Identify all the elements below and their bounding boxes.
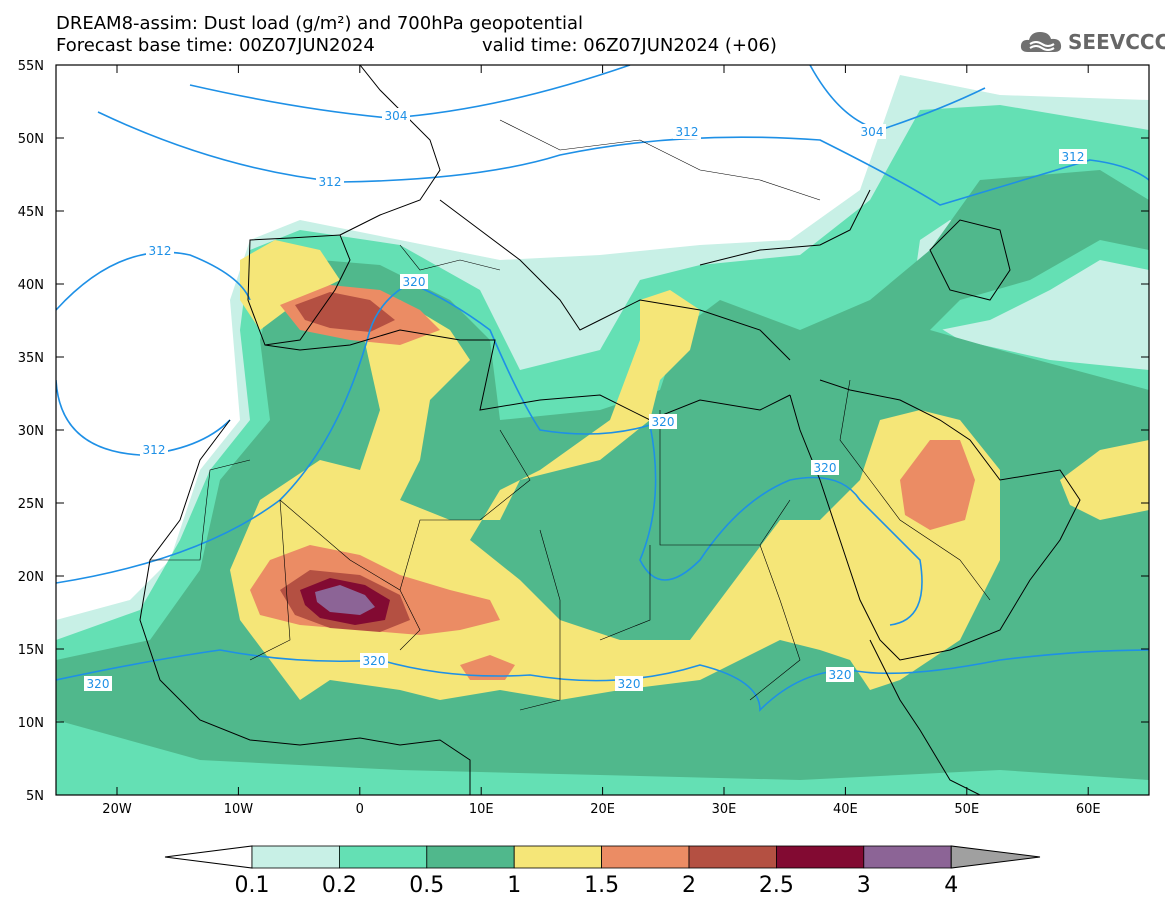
colorbar-swatch: [251, 845, 340, 869]
coastlines: [139, 65, 1081, 795]
map-title: DREAM8-assim: Dust load (g/m²) and 700hP…: [56, 13, 583, 34]
coastline: [789, 379, 1081, 661]
lat-tick-label: 30N: [18, 424, 44, 439]
dust-level-3: [315, 585, 375, 615]
coastline: [929, 219, 1011, 301]
lat-tick-label: 35N: [18, 351, 44, 366]
border: [659, 410, 791, 546]
lat-tick-label: 45N: [18, 205, 44, 220]
contour-label: 320: [363, 654, 386, 668]
colorbar-swatch: [338, 845, 428, 869]
colorbar: 0.1 0.2 0.5 1 1.5 2 2.5 3 4: [164, 845, 1041, 898]
colorbar-swatch: [426, 845, 515, 869]
dust-level-1.5-lake: [460, 655, 515, 680]
contour-labels: 312 312 304 312 312 312 320 320 320 320 …: [84, 108, 1087, 691]
border: [279, 429, 531, 591]
colorbar-tick-label: 1.5: [584, 873, 619, 898]
coastline: [264, 329, 791, 421]
coastline: [869, 639, 981, 795]
colorbar-tick-label: 1: [507, 873, 521, 898]
contour-line: [56, 379, 231, 456]
border: [839, 379, 991, 601]
borders: [150, 119, 991, 711]
colorbar-swatch: [601, 845, 690, 869]
base-time: Forecast base time: 00Z07JUN2024: [56, 35, 375, 56]
colorbar-tick-label: 3: [857, 873, 871, 898]
lat-tick-label: 50N: [18, 132, 44, 147]
lon-tick-label: 30E: [712, 802, 737, 817]
map-area: 312 312 304 312 312 312 320 320 320 320 …: [56, 65, 1149, 795]
contour-label: 320: [829, 668, 852, 682]
contour-label: 320: [652, 415, 675, 429]
border: [599, 545, 651, 641]
logo-text: SEEVCCC: [1068, 30, 1165, 54]
contour-label: 304: [861, 125, 884, 139]
border: [749, 544, 801, 701]
lat-tick-label: 15N: [18, 643, 44, 658]
border: [519, 529, 561, 711]
colorbar-tick-label: 2.5: [759, 873, 794, 898]
dust-level-2-maghreb: [295, 292, 395, 332]
contour-label: 320: [814, 461, 837, 475]
contour-line: [56, 282, 923, 626]
contour-line: [56, 251, 251, 311]
border: [399, 589, 421, 651]
lon-tick-label: 50E: [954, 802, 979, 817]
lat-tick-label: 40N: [18, 278, 44, 293]
colorbar-swatch: [863, 845, 952, 869]
colorbar-tick-label: 0.5: [409, 873, 444, 898]
contour-label: 304: [385, 109, 408, 123]
lat-tick-label: 20N: [18, 570, 44, 585]
border: [399, 244, 501, 271]
seevccc-logo: SEEVCCC: [1018, 24, 1165, 58]
lon-tick-label: 0: [356, 802, 364, 817]
colorbar-tick-label: 4: [944, 873, 958, 898]
border: [150, 459, 251, 561]
dust-level-1-arabia-east: [1060, 440, 1149, 520]
coastline: [247, 234, 351, 346]
contour-label: 320: [87, 677, 110, 691]
colorbar-tick-label: 2: [682, 873, 696, 898]
lon-tick-label: 60E: [1076, 802, 1101, 817]
contour-label: 312: [319, 175, 342, 189]
colorbar-tick-label: 0.1: [235, 873, 270, 898]
contour-label: 312: [149, 244, 172, 258]
lon-axis: 20W 10W 0 10E 20E 30E 40E 50E 60E: [102, 65, 1101, 817]
border: [499, 119, 821, 201]
colorbar-swatch: [688, 845, 777, 869]
coastline: [339, 65, 441, 236]
lat-tick-label: 5N: [26, 789, 44, 804]
contour-label: 320: [403, 275, 426, 289]
colorbar-over-arrow: [950, 845, 1041, 869]
colorbar-under-arrow: [164, 845, 253, 869]
contour-label: 312: [676, 125, 699, 139]
lon-tick-label: 40E: [833, 802, 858, 817]
contour-label: 312: [143, 443, 166, 457]
cloud-icon: [1020, 32, 1062, 52]
lon-tick-label: 20E: [590, 802, 615, 817]
colorbar-swatch: [776, 845, 865, 869]
border: [249, 499, 291, 661]
coastline: [699, 189, 871, 266]
dust-level-1-iberia: [240, 240, 340, 330]
valid-time: valid time: 06Z07JUN2024 (+06): [482, 35, 777, 56]
dust-level-1.5-arabia: [900, 440, 975, 530]
lat-tick-label: 55N: [18, 59, 44, 74]
colorbar-tick-label: 0.2: [322, 873, 357, 898]
lat-tick-label: 10N: [18, 716, 44, 731]
lat-axis: 55N 50N 45N 40N 35N 30N 25N 20N 15N 10N 5N: [18, 59, 1149, 804]
contour-label: 312: [1062, 150, 1085, 164]
lon-tick-label: 20W: [102, 802, 132, 817]
lat-tick-label: 25N: [18, 497, 44, 512]
coastline: [439, 199, 791, 361]
colorbar-swatch: [513, 845, 603, 869]
lon-tick-label: 10E: [469, 802, 494, 817]
contour-label: 320: [618, 677, 641, 691]
coastline: [139, 419, 471, 795]
contour-line: [56, 649, 1149, 712]
lon-tick-label: 10W: [224, 802, 254, 817]
